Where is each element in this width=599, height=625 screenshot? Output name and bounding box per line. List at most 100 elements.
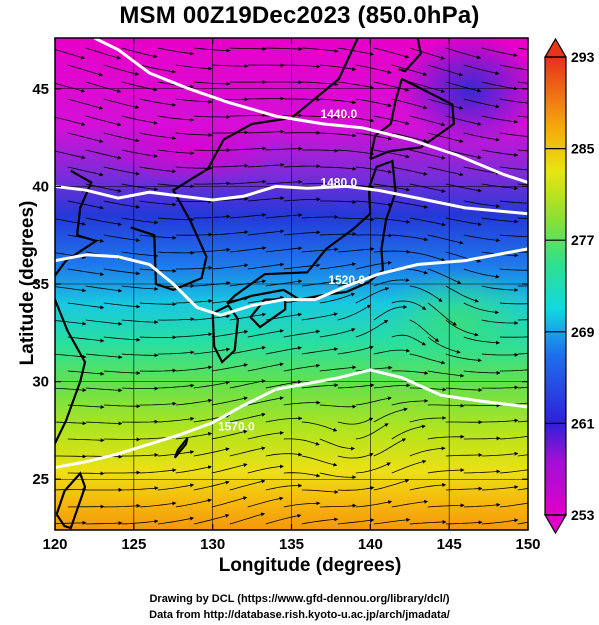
streamline-122: [67, 200, 104, 210]
streamline-123: [103, 200, 141, 209]
colorbar-min-triangle: [543, 514, 568, 535]
streamline-289: [247, 396, 284, 406]
streamline-189: [55, 286, 87, 293]
streamline-193: [193, 281, 231, 287]
streamline-205: [139, 302, 177, 307]
streamline-130: [355, 200, 393, 207]
streamline-150: [103, 234, 141, 243]
streamline-324: [55, 454, 87, 459]
streamline-127: [247, 196, 285, 202]
streamline-56: [121, 115, 158, 125]
colorbar-label-261: 261: [571, 415, 595, 431]
streamline-310: [517, 420, 528, 423]
x-tick-label-130: 130: [200, 536, 225, 553]
streamline-362: [445, 486, 483, 491]
streamline-102: [319, 166, 357, 171]
streamline-354: [157, 483, 195, 491]
streamline-322: [463, 436, 501, 441]
streamline-40: [517, 81, 528, 84]
map-plot-area: 1440.0 1480.0 1520.0 1570.0: [55, 38, 528, 530]
streamline-297: [55, 421, 87, 426]
streamline-4: [193, 47, 231, 53]
streamline-114: [265, 179, 303, 185]
streamline-359: [337, 486, 375, 491]
axes: 120 125 130 135 140 145 150 25 30 35 40 45: [32, 38, 541, 553]
streamline-201: [481, 285, 519, 292]
streamline-225: [373, 304, 408, 321]
streamline-314: [175, 431, 213, 440]
coast-taiwan: [55, 471, 87, 530]
streamline-387: [373, 517, 411, 525]
streamline-8: [337, 47, 374, 56]
streamline-109: [85, 183, 122, 193]
streamline-181: [247, 262, 285, 270]
streamline-83: [121, 149, 158, 158]
streamline-3: [157, 47, 195, 56]
streamline-161: [499, 234, 528, 237]
streamline-168: [265, 246, 303, 253]
coast-ryukyu: [173, 437, 189, 459]
streamline-386: [337, 518, 375, 525]
streamline-227: [445, 319, 479, 337]
streamline-248: [229, 345, 266, 355]
streamline-266: [391, 370, 429, 375]
streamline-28: [85, 81, 122, 93]
streamline-202: [517, 285, 528, 287]
coast-china: [55, 169, 99, 480]
streamline-259: [139, 368, 177, 373]
streamline-261: [211, 363, 248, 372]
streamline-268: [463, 370, 501, 375]
streamline-88: [301, 148, 339, 153]
streamline-356: [229, 479, 266, 491]
streamline-58: [193, 115, 231, 119]
streamline-347: [391, 459, 427, 474]
streamline-277: [301, 383, 339, 389]
streamline-238: [355, 319, 389, 338]
streamline-246: [157, 350, 195, 355]
streamline-35: [337, 81, 375, 90]
streamline-96: [103, 166, 140, 176]
streamline-239: [391, 334, 426, 346]
streamline-199: [409, 285, 443, 302]
streamline-247: [193, 347, 231, 355]
streamline-242: [499, 336, 528, 338]
streamline-216: [55, 320, 87, 326]
streamline-358: [301, 489, 339, 494]
streamline-378: [55, 520, 87, 525]
streamline-164: [121, 251, 159, 258]
coast-korea: [130, 138, 225, 292]
streamline-279: [373, 383, 411, 389]
streamline-171: [373, 249, 411, 254]
streamline-211: [355, 287, 390, 304]
streamline-292: [355, 396, 392, 406]
colorbar-label-253: 253: [571, 507, 595, 523]
streamline-250: [301, 347, 339, 355]
streamline-272: [121, 386, 159, 391]
streamline-104: [391, 166, 428, 176]
y-tick-label-30: 30: [32, 374, 49, 391]
streamline-374: [391, 499, 429, 508]
streamline-67: [517, 115, 528, 118]
x-tick-label-150: 150: [515, 536, 540, 553]
streamline-382: [193, 513, 230, 525]
streamline-269: [499, 369, 528, 372]
streamline-170: [337, 247, 375, 253]
streamline-39: [481, 81, 518, 91]
streamline-329: [229, 446, 266, 457]
streamline-282: [481, 385, 519, 390]
streamline-43: [139, 98, 177, 107]
streamline-240: [427, 336, 461, 354]
streamline-95: [67, 166, 104, 177]
streamline-276: [265, 380, 302, 389]
streamline-92: [445, 149, 482, 160]
streamline-355: [193, 480, 230, 491]
streamline-11: [445, 47, 482, 60]
streamline-103: [355, 166, 393, 174]
streamline-90: [373, 149, 410, 159]
streamline-14: [67, 64, 104, 77]
streamline-293: [391, 398, 429, 406]
streamline-20: [283, 64, 321, 69]
streamline-226: [409, 319, 440, 342]
streamline-252: [373, 348, 411, 355]
streamline-16: [139, 64, 176, 74]
